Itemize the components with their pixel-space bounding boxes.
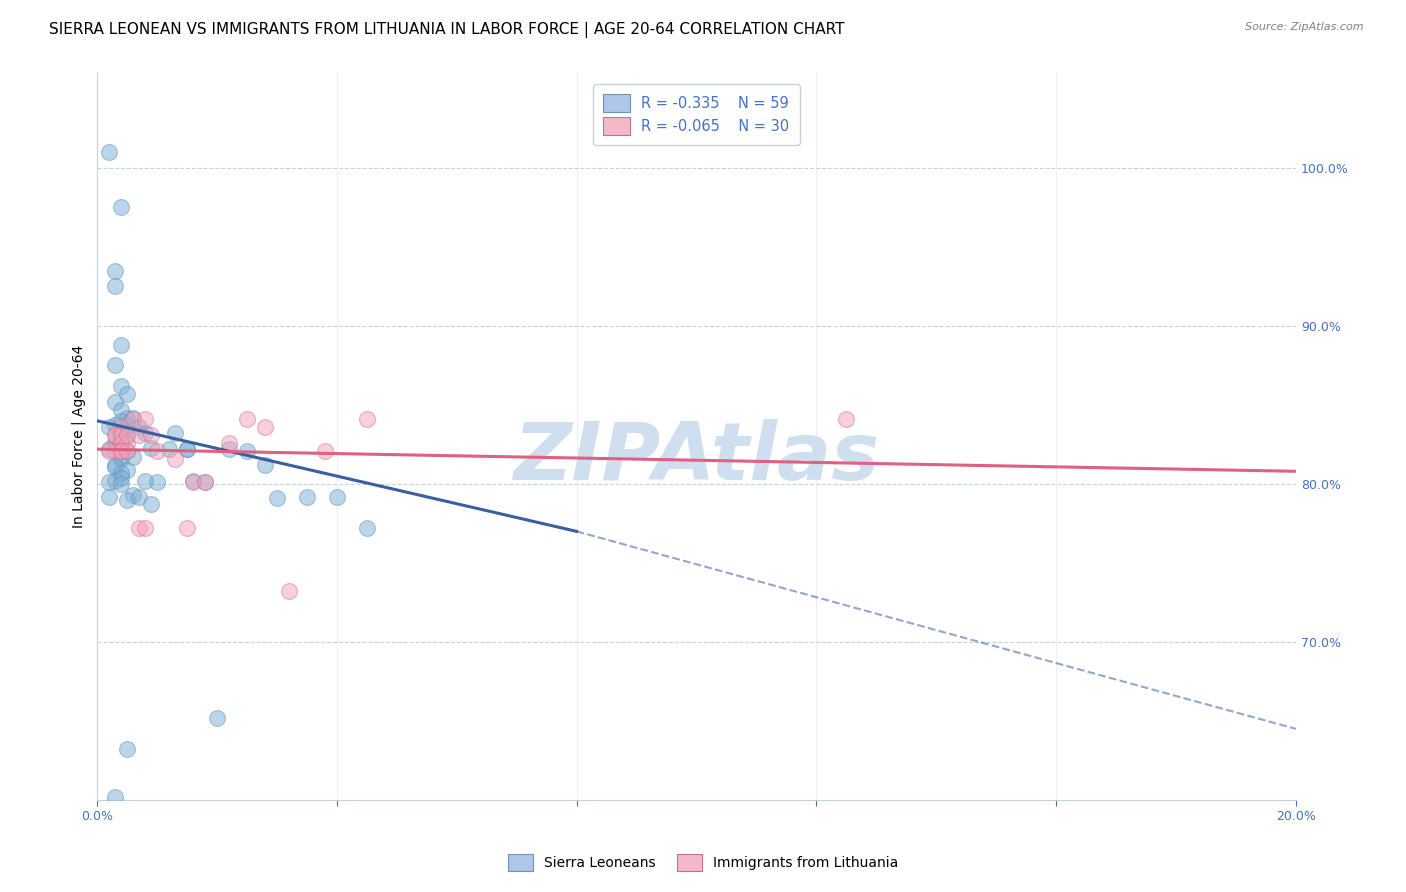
Point	[121, 410, 143, 425]
Point	[110, 200, 132, 214]
Text: Source: ZipAtlas.com: Source: ZipAtlas.com	[1246, 22, 1364, 32]
Point	[121, 488, 143, 502]
Point	[277, 584, 299, 599]
Point	[115, 492, 138, 507]
Point	[218, 442, 240, 457]
Point	[97, 490, 120, 504]
Point	[104, 459, 127, 474]
Legend: Sierra Leoneans, Immigrants from Lithuania: Sierra Leoneans, Immigrants from Lithuan…	[501, 847, 905, 878]
Point	[139, 441, 162, 455]
Point	[110, 477, 132, 491]
Point	[104, 418, 127, 433]
Point	[110, 451, 132, 466]
Point	[356, 521, 378, 535]
Point	[176, 442, 198, 457]
Point	[104, 359, 127, 373]
Point	[104, 428, 127, 442]
Legend: R = -0.335    N = 59, R = -0.065    N = 30: R = -0.335 N = 59, R = -0.065 N = 30	[593, 84, 800, 145]
Point	[325, 490, 347, 504]
Point	[128, 428, 150, 442]
Point	[146, 475, 169, 490]
Point	[115, 428, 138, 442]
Point	[128, 521, 150, 535]
Point	[110, 470, 132, 484]
Point	[176, 521, 198, 535]
Point	[139, 428, 162, 442]
Point	[104, 428, 127, 442]
Point	[236, 412, 259, 426]
Point	[115, 463, 138, 477]
Point	[115, 418, 138, 433]
Point	[163, 426, 186, 441]
Point	[110, 434, 132, 449]
Point	[121, 412, 143, 426]
Point	[163, 451, 186, 466]
Point	[194, 475, 217, 490]
Point	[97, 420, 120, 434]
Point	[110, 414, 132, 428]
Point	[181, 475, 204, 490]
Point	[115, 435, 138, 450]
Point	[110, 443, 132, 458]
Point	[266, 491, 288, 505]
Point	[121, 450, 143, 464]
Text: ZIPAtlas: ZIPAtlas	[513, 419, 880, 498]
Point	[236, 443, 259, 458]
Point	[115, 742, 138, 756]
Point	[97, 442, 120, 457]
Point	[115, 410, 138, 425]
Point	[110, 379, 132, 393]
Point	[314, 443, 336, 458]
Point	[181, 474, 204, 488]
Point	[115, 428, 138, 442]
Point	[104, 474, 127, 488]
Point	[110, 420, 132, 434]
Point	[104, 443, 127, 458]
Point	[97, 443, 120, 458]
Point	[110, 435, 132, 450]
Point	[115, 443, 138, 458]
Point	[134, 474, 156, 488]
Point	[205, 711, 228, 725]
Point	[128, 420, 150, 434]
Point	[104, 394, 127, 409]
Point	[157, 442, 180, 457]
Point	[128, 490, 150, 504]
Point	[253, 458, 276, 472]
Y-axis label: In Labor Force | Age 20-64: In Labor Force | Age 20-64	[72, 345, 86, 528]
Point	[104, 458, 127, 472]
Point	[176, 442, 198, 457]
Point	[97, 145, 120, 159]
Point	[139, 498, 162, 512]
Point	[356, 412, 378, 426]
Point	[110, 443, 132, 458]
Point	[194, 475, 217, 490]
Point	[104, 789, 127, 804]
Point	[134, 521, 156, 535]
Point	[110, 466, 132, 480]
Point	[134, 426, 156, 441]
Text: SIERRA LEONEAN VS IMMIGRANTS FROM LITHUANIA IN LABOR FORCE | AGE 20-64 CORRELATI: SIERRA LEONEAN VS IMMIGRANTS FROM LITHUA…	[49, 22, 845, 38]
Point	[146, 443, 169, 458]
Point	[104, 279, 127, 293]
Point	[218, 435, 240, 450]
Point	[110, 426, 132, 441]
Point	[110, 428, 132, 442]
Point	[110, 338, 132, 352]
Point	[115, 443, 138, 458]
Point	[134, 412, 156, 426]
Point	[97, 475, 120, 490]
Point	[253, 420, 276, 434]
Point	[115, 387, 138, 401]
Point	[835, 412, 858, 426]
Point	[104, 435, 127, 450]
Point	[104, 263, 127, 277]
Point	[110, 450, 132, 464]
Point	[295, 490, 318, 504]
Point	[110, 402, 132, 417]
